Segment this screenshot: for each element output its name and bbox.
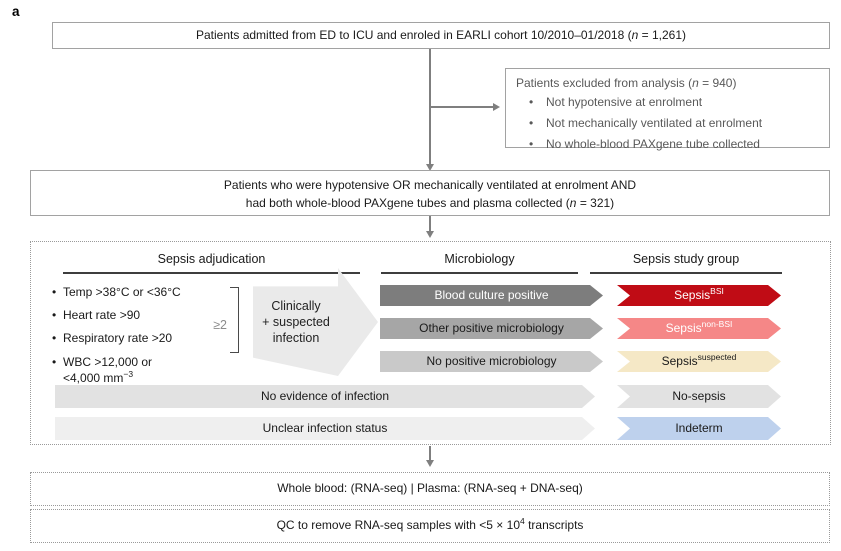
- bullet-icon: •: [529, 116, 534, 130]
- criterion-temp: • Temp >38°C or <36°C: [52, 281, 232, 304]
- excluded-item: • Not mechanically ventilated at enrolmen…: [506, 113, 829, 134]
- header-underline: [63, 272, 360, 274]
- connector-line-vertical-2: [429, 216, 431, 231]
- excluded-title: Patients excluded from analysis (n = 940…: [516, 76, 737, 90]
- row-unclear-infection-bar: Unclear infection status: [55, 417, 595, 440]
- sequencing-box: Whole blood: (RNA-seq) | Plasma: (RNA-se…: [30, 472, 830, 506]
- microbiology-arrow-no-positive: No positive microbiology: [380, 351, 603, 372]
- criterion-wbc: • WBC >12,000 or <4,000 mm−3: [52, 355, 153, 385]
- row-no-sepsis-banner: No-sepsis: [617, 385, 781, 408]
- header-underline: [590, 272, 782, 274]
- bullet-icon: •: [52, 285, 57, 299]
- bullet-icon: •: [529, 137, 534, 151]
- cohort-box: Patients who were hypotensive OR mechani…: [30, 170, 830, 216]
- study-group-banner-sepsis-bsi: SepsisBSI: [617, 285, 781, 306]
- arrow-right-icon: [493, 103, 500, 111]
- enrolment-text: Patients admitted from ED to ICU and enr…: [196, 28, 686, 42]
- adjudication-panel: [30, 241, 831, 445]
- cohort-line1: Patients who were hypotensive OR mechani…: [223, 178, 637, 192]
- study-group-banner-sepsis-suspected: Sepsissuspected: [617, 351, 781, 372]
- arrow-down-icon: [426, 460, 434, 467]
- cohort-line2: had both whole-blood PAXgene tubes and p…: [245, 196, 615, 210]
- threshold-label: ≥2: [213, 318, 227, 332]
- clinical-suspicion-text: Clinically + suspected infection: [262, 299, 330, 345]
- sirs-criteria-list: • Temp >38°C or <36°C • Heart rate >90 • Re…: [52, 281, 232, 386]
- bullet-icon: •: [52, 308, 57, 322]
- excluded-item: • Not hypotensive at enrolment: [506, 92, 829, 113]
- qc-box: QC to remove RNA-seq samples with <5 × 1…: [30, 509, 830, 543]
- bullet-icon: •: [52, 355, 57, 369]
- connector-line-vertical-1: [429, 49, 431, 164]
- connector-line-branch: [430, 106, 493, 108]
- bullet-icon: •: [52, 331, 57, 345]
- row-no-evidence-bar: No evidence of infection: [55, 385, 595, 408]
- bracket-icon: [230, 287, 239, 353]
- arrow-down-icon: [426, 164, 434, 171]
- criterion-heart-rate: • Heart rate >90: [52, 304, 232, 327]
- excluded-item: • No whole-blood PAXgene tube collected: [506, 134, 829, 155]
- study-group-banner-sepsis-non-bsi: Sepsisnon-BSI: [617, 318, 781, 339]
- qc-text: QC to remove RNA-seq samples with <5 × 1…: [276, 516, 584, 532]
- connector-line-vertical-3: [429, 446, 431, 460]
- panel-label: a: [12, 4, 20, 19]
- header-sepsis-study-group: Sepsis study group: [632, 252, 740, 266]
- microbiology-arrow-blood-culture: Blood culture positive: [380, 285, 603, 306]
- header-sepsis-adjudication: Sepsis adjudication: [157, 252, 266, 266]
- header-underline: [381, 272, 578, 274]
- microbiology-arrow-other-positive: Other positive microbiology: [380, 318, 603, 339]
- bullet-icon: •: [529, 95, 534, 109]
- header-microbiology: Microbiology: [444, 252, 515, 266]
- row-indeterm-banner: Indeterm: [617, 417, 781, 440]
- excluded-box: Patients excluded from analysis (n = 940…: [505, 68, 830, 151]
- arrow-down-icon: [426, 231, 434, 238]
- enrolment-box: Patients admitted from ED to ICU and enr…: [52, 22, 830, 49]
- sequencing-text: Whole blood: (RNA-seq) | Plasma: (RNA-se…: [277, 481, 583, 495]
- criterion-respiratory-rate: • Respiratory rate >20: [52, 327, 232, 350]
